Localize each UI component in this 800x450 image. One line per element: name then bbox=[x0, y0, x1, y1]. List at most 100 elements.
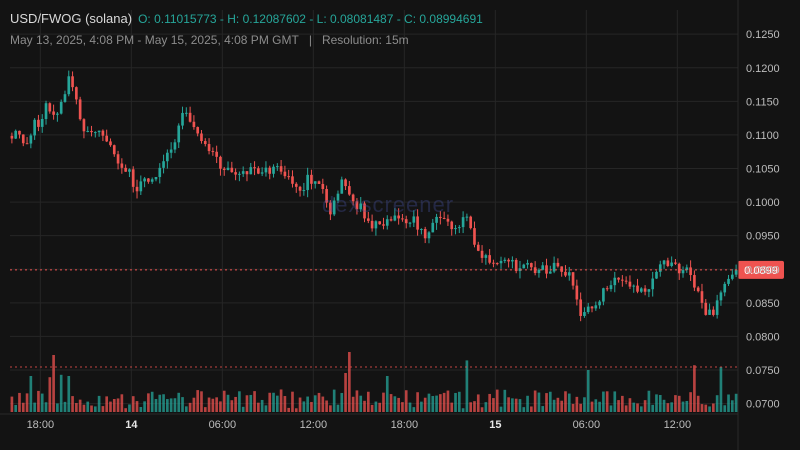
candle-body bbox=[82, 119, 86, 132]
volume-bar bbox=[621, 395, 624, 412]
candle-body bbox=[374, 221, 378, 229]
volume-bar bbox=[33, 402, 36, 412]
volume-bar bbox=[442, 392, 446, 412]
x-tick-label: 12:00 bbox=[300, 419, 328, 431]
candle-body bbox=[56, 113, 59, 115]
volume-bar bbox=[530, 406, 533, 412]
volume-bar bbox=[412, 407, 416, 412]
volume-bar bbox=[192, 397, 196, 412]
candle-body bbox=[621, 279, 624, 281]
volume-bar bbox=[348, 352, 351, 412]
volume-bar bbox=[567, 393, 571, 412]
volume-bar bbox=[526, 395, 529, 412]
volume-bar bbox=[674, 395, 677, 412]
resolution-label: Resolution: 15m bbox=[321, 33, 409, 47]
candle-body bbox=[279, 166, 283, 172]
candle-body bbox=[63, 94, 67, 102]
volume-bar bbox=[602, 391, 605, 412]
volume-bar bbox=[537, 392, 541, 412]
volume-bar bbox=[67, 376, 71, 412]
volume-bar bbox=[359, 395, 363, 412]
volume-bar bbox=[499, 406, 503, 412]
candle-body bbox=[207, 144, 211, 152]
volume-bar bbox=[207, 397, 211, 412]
volume-bar bbox=[564, 391, 567, 412]
volume-bar bbox=[685, 400, 689, 412]
y-tick-label: 0.1200 bbox=[746, 63, 780, 75]
candle-body bbox=[617, 277, 620, 280]
volume-bar bbox=[162, 394, 165, 412]
volume-bar bbox=[571, 403, 575, 412]
volume-bar bbox=[556, 397, 560, 412]
volume-bar bbox=[461, 408, 465, 412]
candle-body bbox=[484, 255, 488, 258]
candle-body bbox=[541, 265, 545, 270]
candle-body bbox=[291, 176, 294, 184]
candles bbox=[10, 70, 738, 322]
candle-body bbox=[609, 285, 613, 290]
volume-bar bbox=[238, 391, 241, 412]
x-tick-label: 15 bbox=[489, 419, 501, 431]
volume-bar bbox=[59, 374, 63, 412]
volume-bar bbox=[636, 403, 639, 412]
volume-bar bbox=[40, 393, 44, 412]
candle-body bbox=[340, 179, 344, 194]
volume-bar bbox=[298, 397, 302, 412]
x-tick-label: 18:00 bbox=[27, 419, 55, 431]
volume-bar bbox=[18, 392, 21, 412]
candle-body bbox=[116, 154, 120, 164]
volume-bar bbox=[655, 394, 658, 412]
volume-bar bbox=[658, 395, 662, 412]
candle-body bbox=[147, 178, 150, 182]
volume-bar bbox=[689, 392, 692, 412]
volume-bar bbox=[681, 401, 685, 412]
candle-body bbox=[105, 135, 109, 142]
volume-bar bbox=[291, 391, 294, 412]
volume-bar bbox=[230, 400, 234, 412]
candle-body bbox=[708, 309, 711, 315]
volume-bar bbox=[135, 401, 139, 412]
y-tick-label: 0.1000 bbox=[746, 197, 780, 209]
candle-body bbox=[655, 271, 658, 279]
volume-bar bbox=[253, 391, 256, 412]
candle-body bbox=[450, 221, 454, 230]
candle-body bbox=[336, 193, 340, 201]
candle-body bbox=[689, 267, 692, 276]
candle-body bbox=[169, 149, 173, 153]
volume-bar bbox=[44, 402, 48, 412]
volume-bar bbox=[329, 405, 332, 412]
volume-bar bbox=[719, 367, 723, 412]
pair-title: USD/FWOG (solana) bbox=[10, 11, 133, 26]
candle-body bbox=[408, 222, 412, 224]
volume-bar bbox=[222, 390, 226, 412]
volume-bar bbox=[249, 394, 253, 412]
y-tick-label: 0.1250 bbox=[746, 29, 780, 41]
candle-body bbox=[370, 220, 374, 229]
volume-bar bbox=[503, 389, 507, 412]
candle-body bbox=[469, 216, 473, 229]
volume-bar bbox=[586, 370, 590, 412]
candle-body bbox=[44, 103, 48, 119]
volume-bar bbox=[177, 392, 181, 412]
volume-bar bbox=[317, 392, 321, 412]
date-range: May 13, 2025, 4:08 PM - May 15, 2025, 4:… bbox=[10, 33, 299, 47]
volume-bar bbox=[548, 391, 552, 412]
volume-bar bbox=[450, 402, 454, 412]
volume-bar bbox=[302, 401, 306, 412]
volume-bar bbox=[147, 393, 150, 412]
candle-body bbox=[135, 186, 139, 192]
volume-bar bbox=[401, 402, 404, 412]
volume-bar bbox=[78, 399, 82, 412]
candle-body bbox=[571, 272, 575, 286]
candle-body bbox=[613, 277, 617, 286]
volume-bar bbox=[700, 404, 704, 412]
candle-body bbox=[651, 278, 655, 290]
candle-body bbox=[685, 267, 689, 271]
y-tick-label: 0.1050 bbox=[746, 164, 780, 176]
candle-body bbox=[215, 151, 218, 157]
candle-body bbox=[704, 302, 708, 315]
volume-bar bbox=[336, 404, 340, 412]
volume-bar bbox=[552, 399, 556, 412]
